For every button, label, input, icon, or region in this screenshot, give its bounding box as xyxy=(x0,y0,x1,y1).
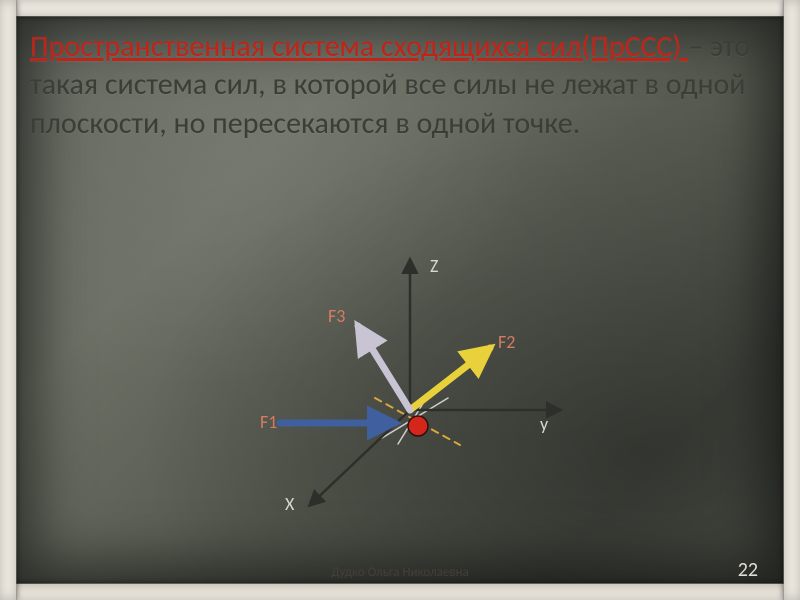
frame-edge-bottom xyxy=(0,583,800,600)
force-diagram: Zy X F1 F2 F3 xyxy=(200,230,600,550)
svg-text:y: y xyxy=(540,413,549,435)
slide: Пространственная система сходящихся сил(… xyxy=(0,0,800,600)
svg-text:Z: Z xyxy=(430,255,438,277)
frame-edge-right xyxy=(783,0,800,600)
svg-text:F2: F2 xyxy=(498,331,515,353)
svg-text:F1: F1 xyxy=(260,411,277,433)
definition-text: Пространственная система сходящихся сил(… xyxy=(30,28,770,143)
page-number: 22 xyxy=(738,558,758,582)
frame-edge-left xyxy=(0,0,17,600)
svg-text:X: X xyxy=(285,493,295,515)
svg-text:F3: F3 xyxy=(328,305,345,327)
term-highlight: Пространственная система сходящихся сил(… xyxy=(30,28,688,65)
footer-author: Дудко Ольга Николаевна xyxy=(0,565,800,580)
frame-edge-top xyxy=(0,0,800,17)
